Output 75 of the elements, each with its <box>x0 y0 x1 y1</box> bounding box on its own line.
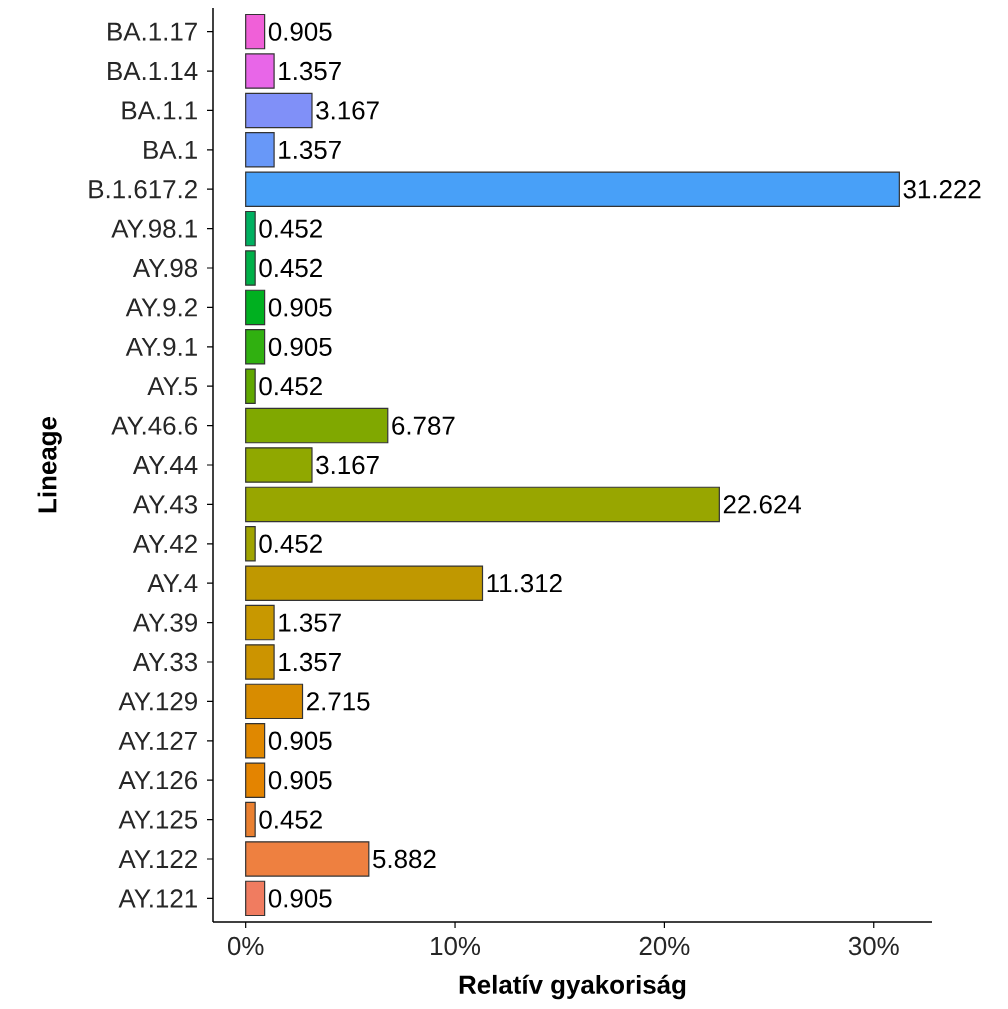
y-tick-label: BA.1.14 <box>108 62 198 80</box>
y-tick-label: AY.98 <box>132 258 198 278</box>
y-tick-label: AY.42 <box>132 534 197 553</box>
bar <box>245 171 900 207</box>
bar <box>245 53 275 89</box>
data-label: 2.715 <box>307 692 370 711</box>
bar <box>245 565 484 601</box>
bar <box>245 13 266 50</box>
data-label: 1.357 <box>279 140 341 159</box>
bar <box>245 407 389 444</box>
bar <box>245 604 275 641</box>
y-tick-label: AY.126 <box>118 771 198 790</box>
y-tick-label: B.1.617.2 <box>89 180 197 199</box>
y-tick-label: AY.127 <box>118 731 197 750</box>
data-label: 1.357 <box>279 613 341 632</box>
x-tick-label: 10% <box>431 936 481 956</box>
data-label: 1.357 <box>279 61 341 81</box>
data-label: 0.905 <box>268 298 332 317</box>
bar <box>245 329 266 365</box>
bar <box>245 132 275 168</box>
data-label: 31.222 <box>903 180 981 199</box>
y-axis-title: Lineage <box>37 416 62 513</box>
y-tick-label: BA.1 <box>144 140 197 159</box>
data-label: 0.905 <box>268 22 332 41</box>
bar <box>245 289 266 326</box>
bar <box>245 210 256 247</box>
data-label: 1.357 <box>279 652 341 672</box>
y-tick-label: AY.39 <box>132 613 197 632</box>
bar <box>245 92 313 129</box>
bar <box>245 486 720 523</box>
data-label: 11.312 <box>487 574 562 593</box>
bar <box>245 368 256 404</box>
y-tick-label: AY.43 <box>132 495 198 514</box>
data-label: 0.905 <box>268 731 332 750</box>
y-tick-label: AY.9.2 <box>125 298 197 317</box>
x-tick-label: 0% <box>227 936 264 956</box>
y-tick-label: AY.122 <box>118 849 197 869</box>
bar <box>245 880 266 917</box>
y-tick-label: AY.4 <box>147 574 198 593</box>
data-label: 0.452 <box>259 534 322 553</box>
y-tick-label: BA.1.17 <box>108 22 197 41</box>
y-tick-label: AY.9.1 <box>125 337 197 356</box>
data-label: 0.452 <box>259 258 322 278</box>
data-label: 0.452 <box>259 377 322 396</box>
y-tick-label: AY.33 <box>132 652 198 672</box>
bar <box>245 644 275 680</box>
x-tick-label: 30% <box>848 936 899 956</box>
y-tick-label: BA.1.1 <box>122 101 197 120</box>
bar <box>245 762 266 798</box>
data-label: 0.452 <box>259 219 322 238</box>
y-tick-label: AY.44 <box>132 456 198 474</box>
y-tick-label: AY.125 <box>118 810 198 829</box>
bar <box>245 526 256 562</box>
x-axis-title: Relatív gyakoriság <box>459 974 686 1000</box>
bar <box>245 447 313 483</box>
data-label: 3.167 <box>316 455 379 475</box>
y-tick-label: AY.129 <box>118 692 197 711</box>
x-tick-label: 20% <box>639 936 690 956</box>
data-label: 22.624 <box>723 495 801 514</box>
bar <box>245 841 370 877</box>
data-label: 5.882 <box>373 849 436 869</box>
y-tick-label: AY.121 <box>118 889 197 908</box>
data-label: 3.167 <box>316 101 379 120</box>
data-label: 0.905 <box>268 889 332 908</box>
bar <box>245 801 256 838</box>
bar <box>245 723 266 759</box>
y-tick-label: AY.98.1 <box>111 219 197 238</box>
data-label: 0.905 <box>268 337 332 356</box>
bar <box>245 683 304 720</box>
y-tick-label: AY.46.6 <box>111 416 198 435</box>
data-label: 6.787 <box>392 416 455 435</box>
y-tick-label: AY.5 <box>147 377 198 396</box>
data-label: 0.452 <box>259 810 322 829</box>
data-label: 0.905 <box>268 771 332 790</box>
bar <box>245 250 256 286</box>
